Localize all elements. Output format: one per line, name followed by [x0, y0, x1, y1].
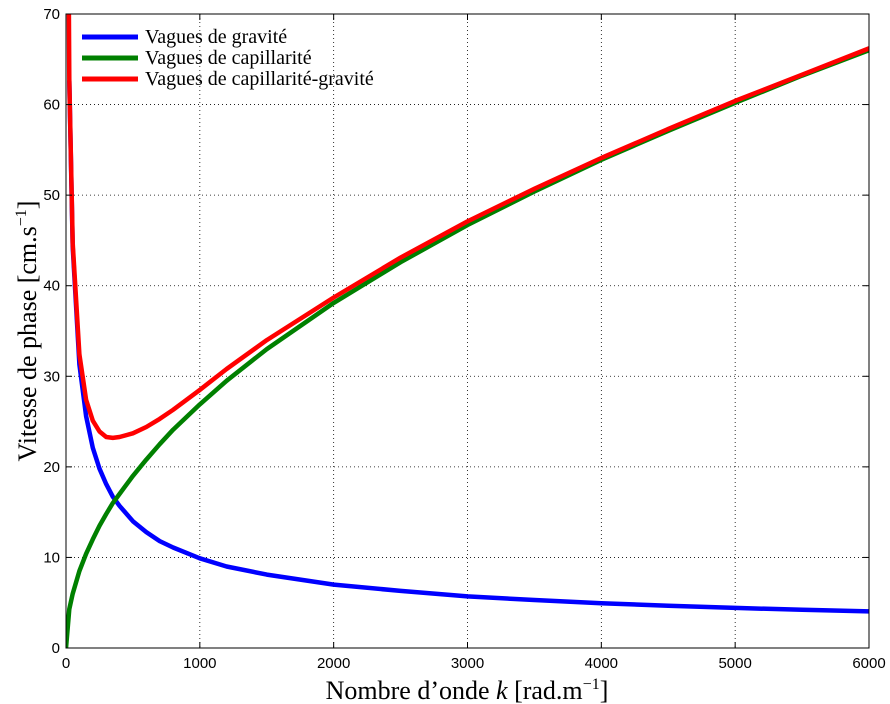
- x-tick-label: 6000: [852, 655, 885, 672]
- x-tick-label: 4000: [585, 655, 618, 672]
- grid: [66, 14, 869, 648]
- x-tick-label: 1000: [183, 655, 216, 672]
- y-tick-label: 30: [43, 368, 60, 385]
- y-tick-label: 50: [43, 187, 60, 204]
- y-tick-label: 40: [43, 278, 60, 295]
- y-tick-label: 20: [43, 459, 60, 476]
- series-line-1: [67, 78, 869, 614]
- series-layer: [66, 14, 869, 648]
- x-tick-label: 5000: [718, 655, 751, 672]
- legend-label: Vagues de capillarité: [145, 47, 312, 69]
- legend-label: Vagues de gravité: [145, 26, 287, 48]
- x-tick-label: 3000: [451, 655, 484, 672]
- legend-label: Vagues de capillarité-gravité: [145, 68, 374, 90]
- ticks: 0 1000 2000 3000 4000 5000 6000 0 10 20 30 40 50 60 70: [43, 6, 885, 672]
- y-tick-label: 10: [43, 549, 60, 566]
- y-tick-label: 70: [43, 6, 60, 23]
- x-axis-title: Nombre d’onde k [rad.m−1]: [326, 676, 609, 704]
- series-line-3: [66, 14, 869, 441]
- y-tick-label: 60: [43, 97, 60, 114]
- y-axis-title: Vitesse de phase [cm.s−1]: [13, 201, 42, 462]
- x-tick-label: 2000: [317, 655, 350, 672]
- y-tick-label: 0: [52, 640, 60, 657]
- x-tick-label: 0: [62, 655, 70, 672]
